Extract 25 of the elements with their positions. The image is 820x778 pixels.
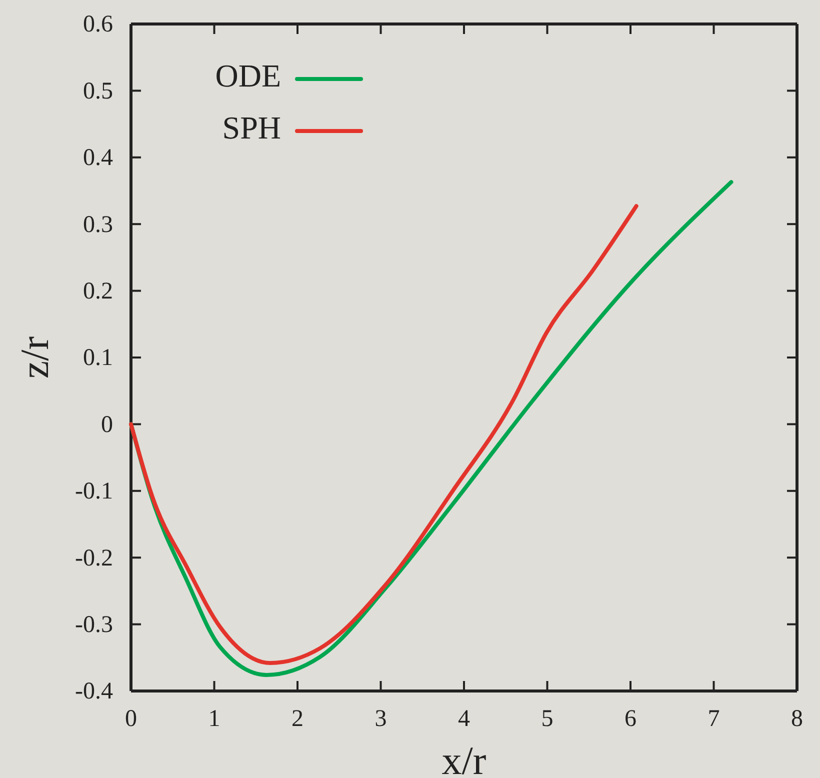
y-tick-label: 0.2 bbox=[83, 278, 113, 304]
y-tick-label: 0.6 bbox=[83, 12, 113, 38]
legend-label: ODE bbox=[215, 57, 281, 94]
y-tick-label: 0.3 bbox=[83, 212, 113, 238]
line-series bbox=[129, 204, 638, 665]
y-tick-label: -0.2 bbox=[75, 545, 113, 572]
x-tick-label: 4 bbox=[458, 706, 470, 732]
y-tick-label: -0.3 bbox=[75, 612, 113, 638]
y-tick-label: 0.4 bbox=[83, 145, 113, 172]
y-tick-label: 0.5 bbox=[83, 78, 113, 104]
x-tick-label: 7 bbox=[708, 706, 720, 732]
legend-label: SPH bbox=[222, 109, 281, 146]
x-tick-label: 6 bbox=[624, 706, 636, 732]
x-tick-label: 2 bbox=[292, 706, 304, 732]
x-tick-label: 3 bbox=[374, 706, 387, 732]
x-axis-title: x/r bbox=[442, 738, 486, 778]
x-tick-label: 0 bbox=[125, 706, 137, 732]
y-tick-label: 0 bbox=[101, 412, 113, 438]
x-tick-label: 8 bbox=[791, 706, 803, 732]
y-tick-label: -0.4 bbox=[75, 678, 113, 705]
x-tick-label: 1 bbox=[208, 706, 220, 732]
y-tick-label: -0.1 bbox=[75, 478, 113, 505]
y-tick-label: 0.1 bbox=[83, 345, 113, 372]
x-tick-label: 5 bbox=[541, 706, 554, 732]
y-axis-title: z/r bbox=[12, 336, 57, 379]
